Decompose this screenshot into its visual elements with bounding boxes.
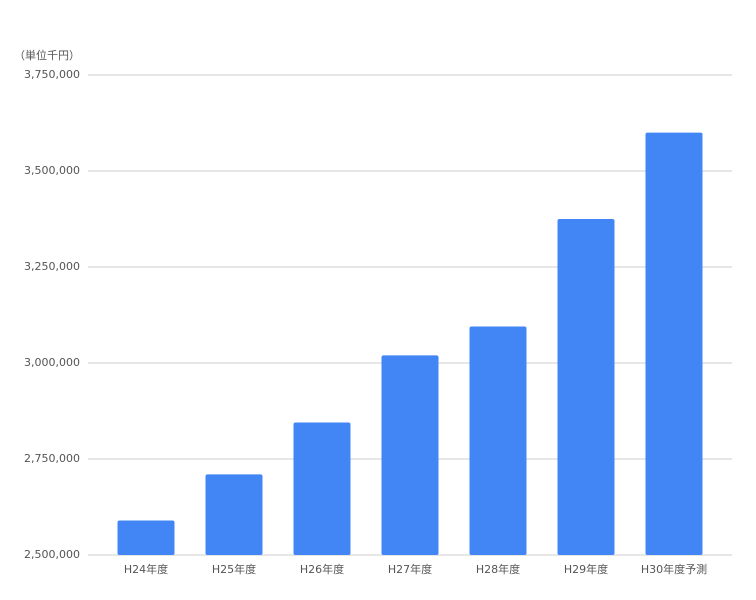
y-tick-label: 3,750,000 bbox=[24, 68, 80, 81]
y-tick-label: 2,500,000 bbox=[24, 548, 80, 561]
y-tick-label: 2,750,000 bbox=[24, 452, 80, 465]
y-tick-label: 3,000,000 bbox=[24, 356, 80, 369]
x-tick-label: H30年度予測 bbox=[641, 562, 707, 576]
x-tick-label: H25年度 bbox=[212, 562, 256, 576]
bar bbox=[381, 355, 439, 555]
x-tick-label: H24年度 bbox=[124, 562, 168, 576]
x-tick-label: H26年度 bbox=[300, 562, 344, 576]
unit-label: （単位千円） bbox=[14, 48, 80, 62]
bar bbox=[469, 326, 527, 555]
y-tick-label: 3,250,000 bbox=[24, 260, 80, 273]
x-tick-label: H28年度 bbox=[476, 562, 520, 576]
bar bbox=[293, 422, 351, 555]
x-tick-label: H27年度 bbox=[388, 562, 432, 576]
bar bbox=[117, 520, 175, 555]
bar bbox=[205, 474, 263, 555]
bar bbox=[645, 132, 703, 555]
x-tick-label: H29年度 bbox=[564, 562, 608, 576]
bar bbox=[557, 219, 615, 555]
y-tick-label: 3,500,000 bbox=[24, 164, 80, 177]
